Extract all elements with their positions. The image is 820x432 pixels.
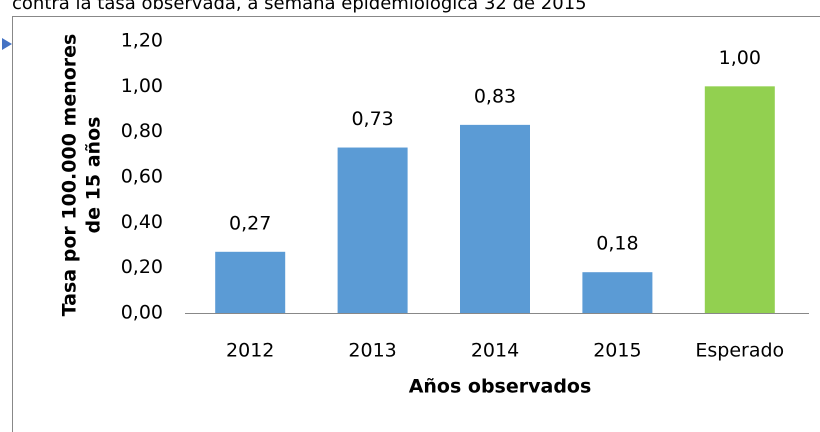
y-axis-title: Tasa por 100.000 menores	[59, 34, 81, 317]
y-tick-label: 0,00	[121, 302, 163, 324]
marker	[2, 38, 12, 50]
bar	[215, 251, 286, 313]
data-label: 0,18	[596, 233, 638, 255]
x-tick-label: 2012	[226, 340, 274, 362]
x-tick-label: 2015	[593, 340, 641, 362]
y-tick-label: 0,80	[121, 120, 163, 142]
x-tick-label: Esperado	[695, 340, 784, 362]
y-tick-label: 0,20	[121, 256, 163, 278]
data-label: 0,83	[474, 85, 516, 107]
bar	[337, 147, 408, 313]
x-tick-label: 2014	[471, 340, 519, 362]
data-label: 1,00	[719, 47, 761, 69]
bar	[704, 86, 775, 313]
x-tick-label: 2013	[348, 340, 396, 362]
x-axis-title: Años observados	[409, 376, 592, 398]
y-tick-label: 1,20	[121, 30, 163, 52]
y-tick-label: 0,60	[121, 166, 163, 188]
bar	[460, 124, 530, 313]
bar	[582, 272, 653, 313]
chart-title: contra la tasa observada, a semana epide…	[12, 0, 587, 14]
y-tick-label: 0,40	[121, 211, 163, 233]
y-axis-title: de 15 años	[83, 117, 105, 234]
data-label: 0,73	[351, 108, 393, 130]
y-tick-label: 1,00	[121, 75, 163, 97]
data-label: 0,27	[229, 212, 271, 234]
